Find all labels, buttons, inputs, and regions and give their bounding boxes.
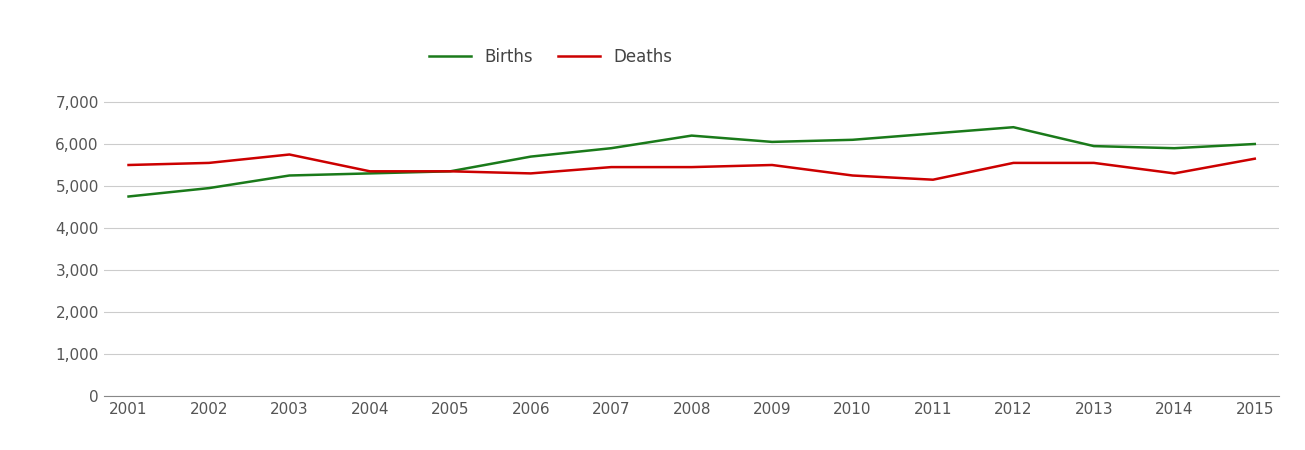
Births bbox=[1006, 125, 1022, 130]
Births bbox=[361, 171, 377, 176]
Deaths bbox=[844, 173, 860, 178]
Deaths bbox=[925, 177, 941, 182]
Births bbox=[1167, 145, 1182, 151]
Deaths bbox=[1086, 160, 1101, 166]
Births bbox=[684, 133, 699, 138]
Deaths bbox=[603, 164, 619, 170]
Line: Births: Births bbox=[128, 127, 1255, 197]
Line: Deaths: Deaths bbox=[128, 154, 1255, 180]
Births bbox=[1086, 144, 1101, 149]
Deaths bbox=[442, 169, 458, 174]
Births bbox=[1248, 141, 1263, 147]
Deaths bbox=[201, 160, 217, 166]
Deaths bbox=[1167, 171, 1182, 176]
Deaths bbox=[1248, 156, 1263, 162]
Births bbox=[925, 131, 941, 136]
Births bbox=[442, 169, 458, 174]
Deaths bbox=[523, 171, 539, 176]
Deaths bbox=[282, 152, 298, 157]
Deaths bbox=[765, 162, 780, 168]
Legend: Births, Deaths: Births, Deaths bbox=[429, 48, 672, 66]
Deaths bbox=[120, 162, 136, 168]
Deaths bbox=[684, 164, 699, 170]
Births bbox=[844, 137, 860, 143]
Births bbox=[282, 173, 298, 178]
Births bbox=[603, 145, 619, 151]
Deaths bbox=[1006, 160, 1022, 166]
Deaths bbox=[361, 169, 377, 174]
Births bbox=[201, 185, 217, 191]
Births bbox=[765, 139, 780, 144]
Births bbox=[523, 154, 539, 159]
Births bbox=[120, 194, 136, 199]
